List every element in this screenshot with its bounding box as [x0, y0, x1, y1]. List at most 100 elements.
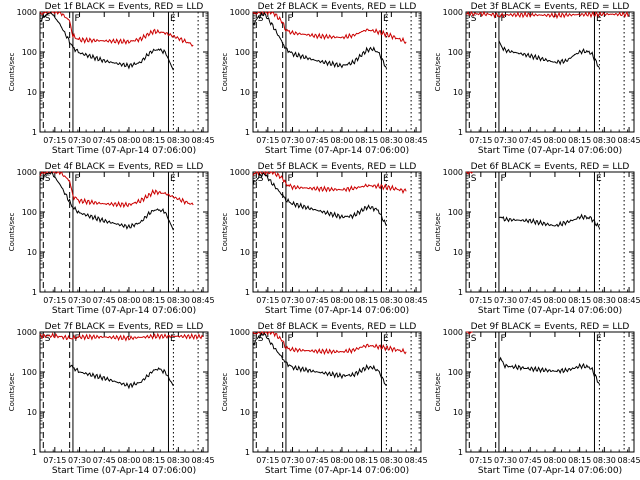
chart-panel-6: Det 6f BLACK = Events, RED = LLD Start Ti… [434, 162, 640, 316]
x-tick-label: 07:15 [469, 136, 492, 145]
marker-label: S [45, 174, 51, 184]
events-series-line [252, 172, 387, 227]
plot-frame [465, 331, 635, 453]
y-axis-label: Counts/sec [8, 53, 16, 92]
x-tick-label: 07:45 [519, 136, 542, 145]
y-tick-label: 1000 [230, 168, 250, 177]
marker-label: E [596, 14, 602, 24]
x-tick-label: 07:45 [93, 296, 116, 305]
chart-title: Det 1f BLACK = Events, RED = LLD [45, 2, 204, 12]
x-tick-label: 08:15 [142, 136, 165, 145]
y-tick-label: 100 [448, 48, 463, 57]
x-axis-label: Start Time (07-Apr-14 07:06:00) [52, 306, 196, 316]
x-tick-label: 08:45 [618, 136, 640, 145]
lld-series-line [39, 171, 194, 209]
plot-frame [252, 331, 422, 453]
x-tick-label: 08:00 [543, 296, 566, 305]
y-tick-label: 10 [27, 88, 37, 97]
y-tick-label: 100 [22, 208, 37, 217]
chart-panel-1: Det 1f BLACK = Events, RED = LLD Start Ti… [8, 2, 215, 156]
marker-label: S [471, 334, 477, 344]
y-tick-label: 1000 [230, 328, 250, 337]
x-tick-label: 08:30 [593, 296, 616, 305]
y-tick-label: 1 [32, 448, 37, 457]
y-tick-label: 100 [448, 208, 463, 217]
x-tick-label: 07:15 [43, 456, 66, 465]
x-tick-label: 07:15 [256, 456, 279, 465]
chart-title: Det 7f BLACK = Events, RED = LLD [45, 322, 204, 332]
x-axis-label: Start Time (07-Apr-14 07:06:00) [265, 466, 409, 476]
x-tick-label: 08:30 [593, 456, 616, 465]
chart-title: Det 8f BLACK = Events, RED = LLD [258, 322, 417, 332]
y-axis-label: Counts/sec [221, 53, 229, 92]
y-axis-label: Counts/sec [434, 53, 442, 92]
x-tick-label: 07:15 [256, 296, 279, 305]
marker-label: S [258, 14, 264, 24]
plot-frame [465, 171, 635, 293]
x-tick-label: 07:45 [306, 296, 329, 305]
marker-label: F [74, 14, 79, 24]
chart-title: Det 6f BLACK = Events, RED = LLD [471, 162, 630, 172]
x-tick-label: 08:30 [380, 456, 403, 465]
x-tick-label: 07:45 [93, 456, 116, 465]
y-tick-label: 10 [240, 408, 250, 417]
x-tick-label: 08:30 [167, 136, 190, 145]
chart-panel-3: Det 3f BLACK = Events, RED = LLD Start Ti… [434, 2, 640, 156]
x-tick-label: 07:45 [306, 456, 329, 465]
x-tick-label: 07:15 [256, 136, 279, 145]
y-tick-label: 1 [32, 128, 37, 137]
chart-title: Det 4f BLACK = Events, RED = LLD [45, 162, 204, 172]
chart-panel-2: Det 2f BLACK = Events, RED = LLD Start Ti… [221, 2, 428, 156]
x-tick-label: 08:15 [568, 456, 591, 465]
plot-frame [39, 11, 209, 133]
marker-label: F [287, 174, 292, 184]
y-axis-label: Counts/sec [434, 373, 442, 412]
lld-series-line [466, 331, 473, 335]
y-tick-label: 1 [458, 128, 463, 137]
y-tick-label: 1 [245, 128, 250, 137]
x-tick-label: 08:00 [330, 136, 353, 145]
y-tick-label: 100 [235, 48, 250, 57]
marker-label: S [471, 174, 477, 184]
lld-series-line [465, 171, 473, 175]
marker-label: E [383, 174, 389, 184]
marker-label: F [287, 334, 292, 344]
x-tick-label: 08:15 [355, 296, 378, 305]
x-axis-label: Start Time (07-Apr-14 07:06:00) [52, 466, 196, 476]
y-axis-label: Counts/sec [221, 373, 229, 412]
x-tick-label: 08:15 [568, 136, 591, 145]
marker-label: E [383, 14, 389, 24]
x-tick-label: 08:30 [167, 296, 190, 305]
x-tick-label: 08:15 [142, 456, 165, 465]
y-axis-label: Counts/sec [8, 213, 16, 252]
x-tick-label: 07:30 [68, 296, 91, 305]
marker-label: E [170, 334, 176, 344]
marker-label: F [500, 334, 505, 344]
x-tick-label: 08:15 [142, 296, 165, 305]
x-tick-label: 08:45 [405, 136, 428, 145]
y-tick-label: 10 [453, 88, 463, 97]
marker-label: F [74, 174, 79, 184]
events-series-line [498, 40, 600, 69]
y-tick-label: 10 [240, 88, 250, 97]
marker-label: F [74, 334, 79, 344]
x-tick-label: 07:15 [43, 296, 66, 305]
marker-label: S [471, 14, 477, 24]
x-tick-label: 07:45 [519, 296, 542, 305]
x-tick-label: 08:00 [117, 136, 140, 145]
x-tick-label: 08:00 [330, 296, 353, 305]
marker-label: S [45, 14, 51, 24]
y-tick-label: 1 [32, 288, 37, 297]
x-axis-label: Start Time (07-Apr-14 07:06:00) [478, 146, 622, 156]
x-tick-label: 08:45 [618, 456, 640, 465]
marker-label: S [258, 334, 264, 344]
marker-label: E [170, 174, 176, 184]
chart-panel-8: Det 8f BLACK = Events, RED = LLD Start Ti… [221, 322, 428, 476]
x-tick-label: 07:15 [469, 296, 492, 305]
events-series-line [39, 171, 174, 231]
marker-label: F [500, 14, 505, 24]
lld-series-line [252, 331, 407, 356]
marker-label: S [45, 334, 51, 344]
y-tick-label: 1 [458, 288, 463, 297]
x-tick-label: 08:45 [405, 456, 428, 465]
